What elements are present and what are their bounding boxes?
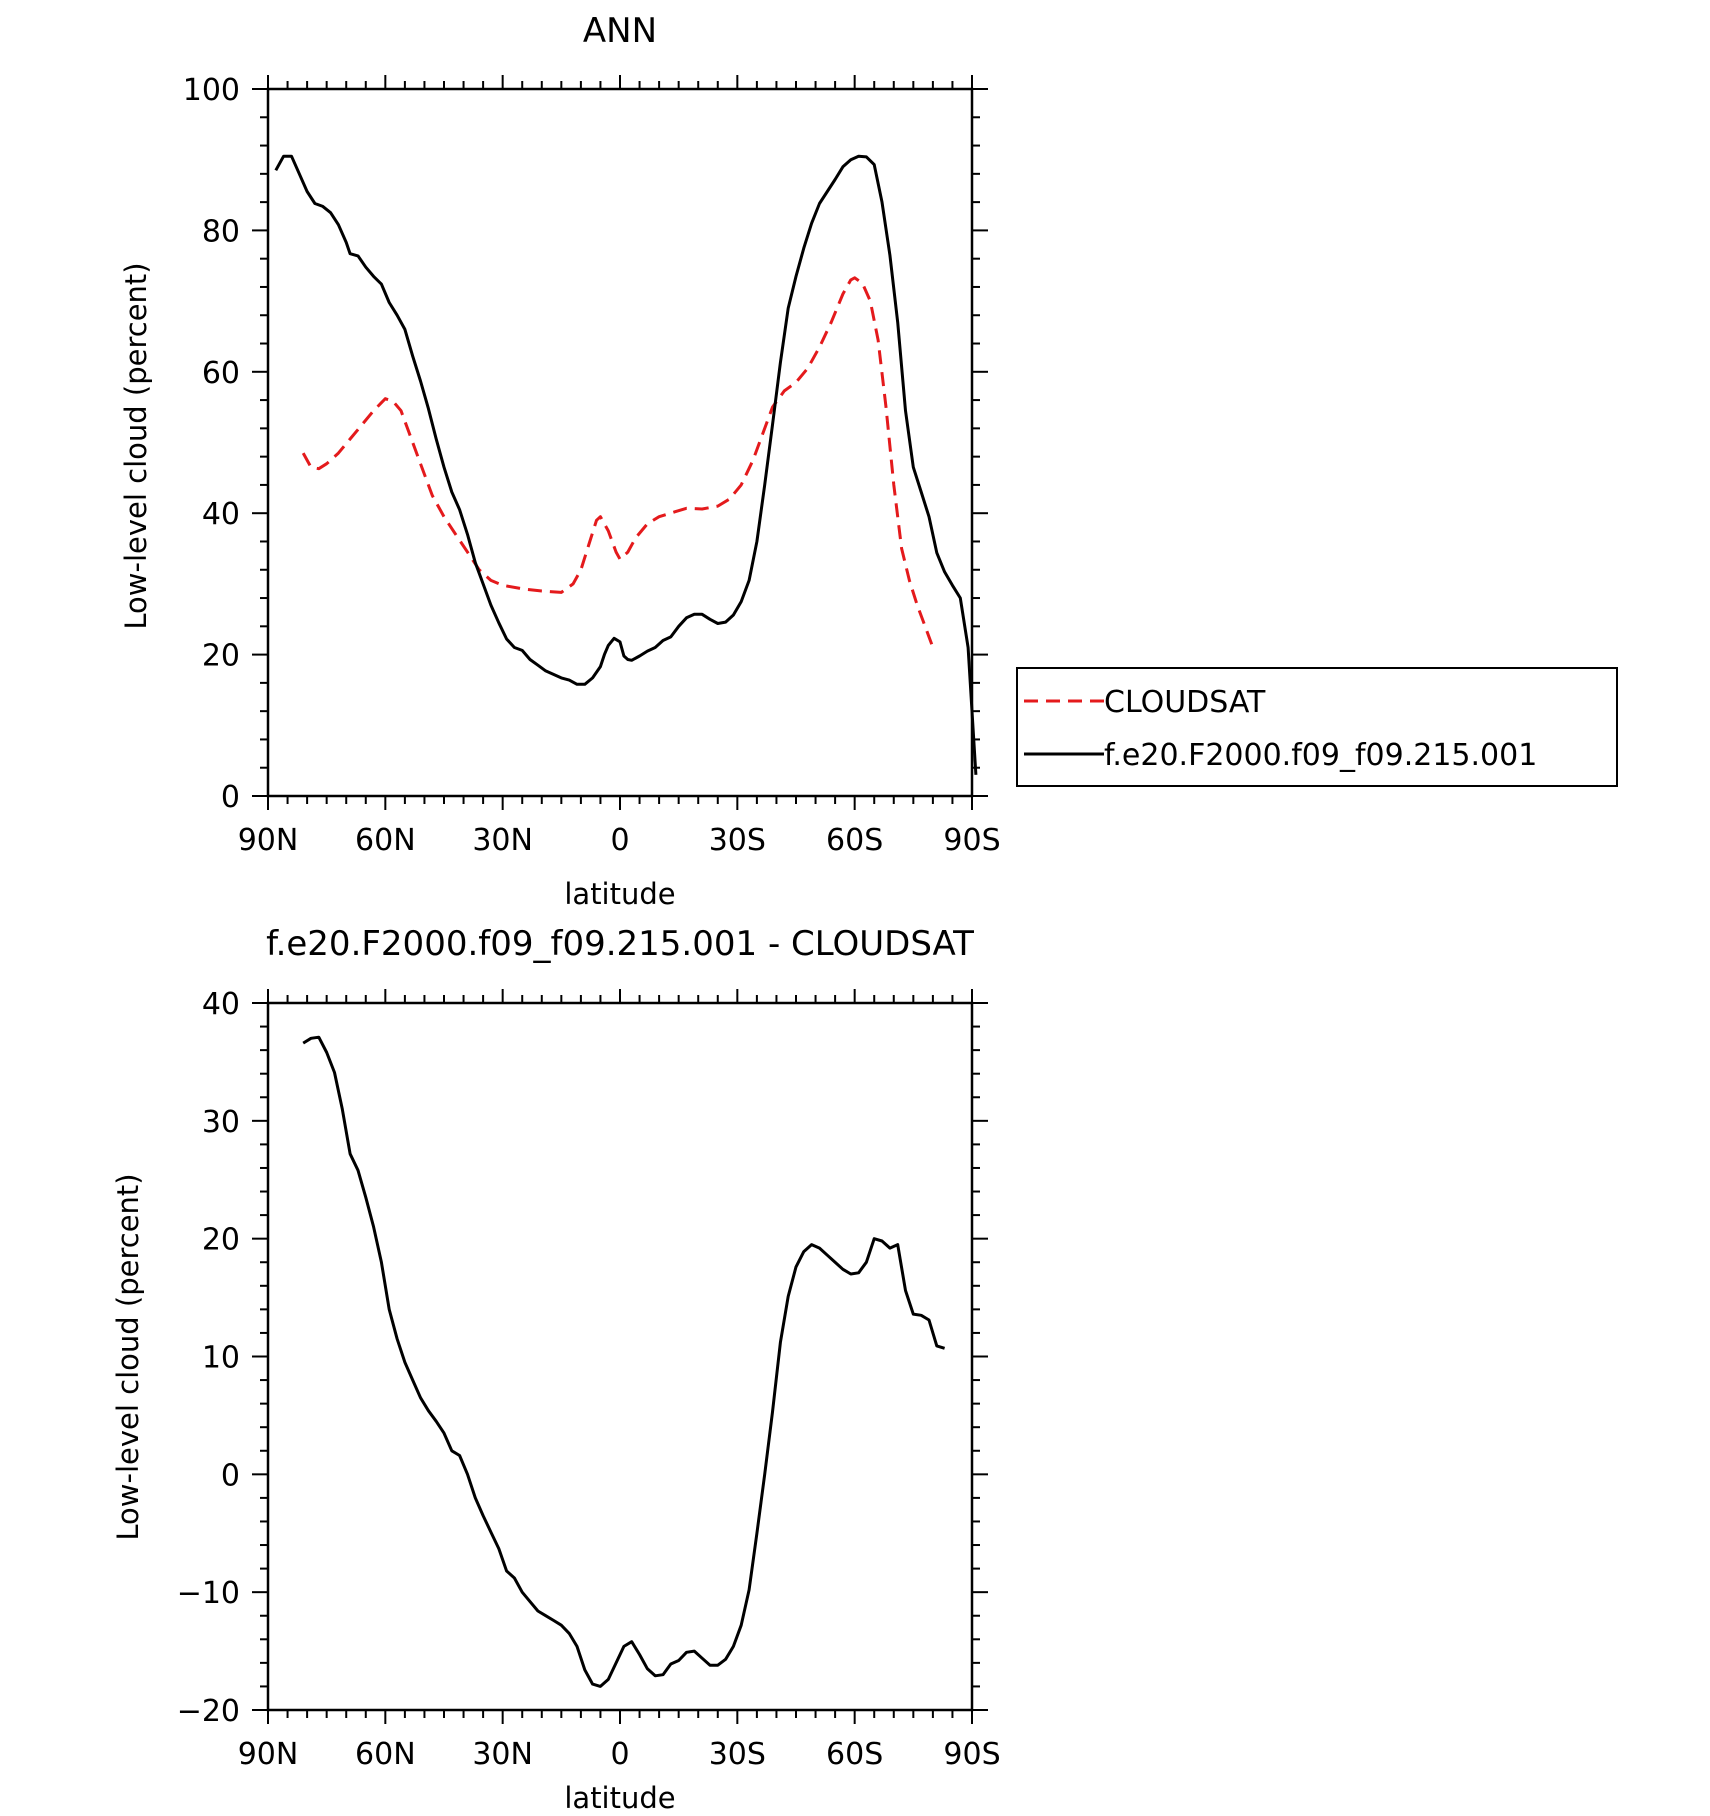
y-tick-label: 40	[202, 497, 240, 532]
y-tick-label: 60	[202, 356, 240, 391]
y-tick-label: 80	[202, 214, 240, 249]
y-tick-label: 20	[202, 1223, 240, 1258]
y-axis-title-top: Low-level cloud (percent)	[119, 262, 153, 629]
legend: CLOUDSAT f.e20.F2000.f09_f09.215.001	[1016, 667, 1618, 787]
y-tick-label: 0	[221, 780, 240, 815]
plot-frame-bottom	[266, 1001, 974, 1712]
x-tick-label: 60N	[355, 823, 416, 858]
x-tick-label: 60N	[355, 1737, 416, 1772]
x-tick-label: 60S	[826, 823, 883, 858]
x-tick-label: 0	[610, 1737, 629, 1772]
y-tick-label: 100	[183, 73, 240, 108]
y-tick-label: 0	[221, 1458, 240, 1493]
legend-label-cloudsat: CLOUDSAT	[1104, 685, 1266, 720]
y-tick-label: 40	[202, 987, 240, 1022]
legend-box	[1016, 667, 1618, 787]
series-lines-bottom	[302, 1035, 946, 1688]
x-tick-label: 60S	[826, 1737, 883, 1772]
y-tick-label: −20	[177, 1694, 240, 1729]
x-tick-label: 90S	[943, 823, 1000, 858]
series-line-2	[274, 154, 978, 775]
chart-title-bottom: f.e20.F2000.f09_f09.215.001 - CLOUDSAT	[266, 924, 974, 964]
plot-frame	[266, 87, 974, 798]
x-tick-label: 0	[610, 823, 629, 858]
y-tick-label: −10	[177, 1576, 240, 1611]
axis-ticks-bottom: 90N 60N 30N 0 30S 60S 90S −20 −10 0 10 20 30 40	[177, 987, 1001, 1772]
series-lines-top	[274, 154, 978, 775]
series-line-1	[301, 276, 935, 649]
series-line-1	[302, 1035, 946, 1688]
x-tick-label: 30N	[472, 823, 533, 858]
chart-panel-bottom: f.e20.F2000.f09_f09.215.001 - CLOUDSAT 9…	[111, 924, 1001, 1815]
y-tick-label: 30	[202, 1105, 240, 1140]
chart-title-top: ANN	[583, 11, 657, 51]
plot-frame	[266, 1001, 974, 1712]
x-tick-label: 90N	[238, 823, 299, 858]
x-tick-label: 30S	[709, 823, 766, 858]
plot-frame-top	[266, 87, 974, 798]
axis-ticks-top: 90N 60N 30N 0 30S 60S 90S 0 20 40 60 80 100	[183, 73, 1001, 858]
x-tick-label: 30S	[709, 1737, 766, 1772]
y-tick-label: 10	[202, 1341, 240, 1376]
x-tick-label: 30N	[472, 1737, 533, 1772]
legend-label-model: f.e20.F2000.f09_f09.215.001	[1104, 738, 1537, 773]
y-axis-title-bottom: Low-level cloud (percent)	[111, 1173, 145, 1540]
x-axis-title-top: latitude	[564, 877, 675, 911]
x-tick-label: 90N	[238, 1737, 299, 1772]
chart-panel-top: ANN 90N 60N 30N 0 30S 60S 90S 0 20 40 60 80 100 lati…	[119, 11, 1618, 911]
y-tick-label: 20	[202, 639, 240, 674]
x-tick-label: 90S	[943, 1737, 1000, 1772]
x-axis-title-bottom: latitude	[564, 1781, 675, 1815]
